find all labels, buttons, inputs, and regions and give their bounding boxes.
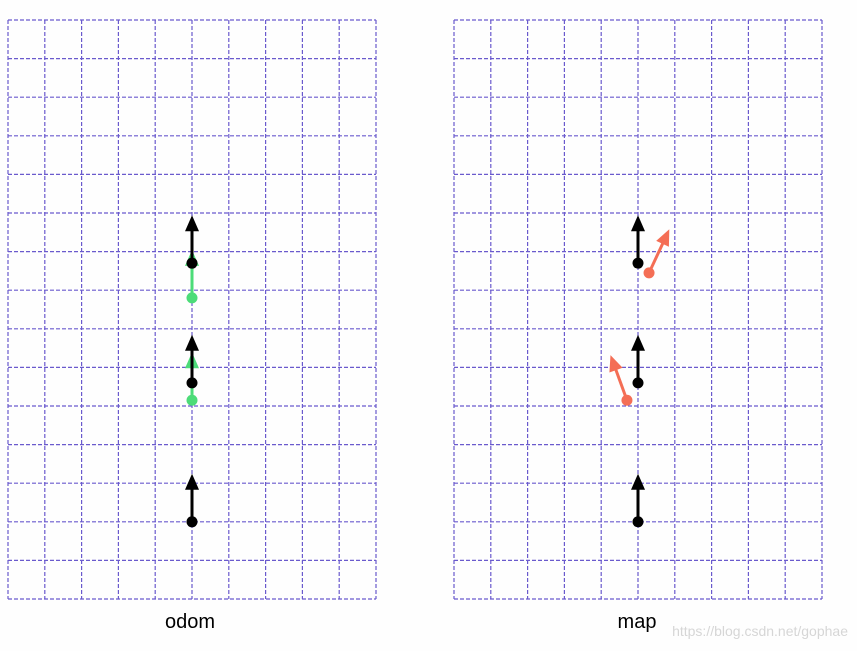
map-poses xyxy=(609,215,670,528)
odom-estimated-pose-arrow-dot xyxy=(186,394,198,406)
map-robot-pose-arrow-head xyxy=(631,334,645,351)
map-panel-label: map xyxy=(618,611,657,633)
odom-robot-pose-arrow-dot xyxy=(186,377,198,389)
odom-robot-pose-arrow xyxy=(185,334,199,389)
odom-estimated-pose-arrow-dot xyxy=(186,292,198,304)
map-robot-pose-arrow xyxy=(631,215,645,269)
odom-robot-pose-arrow-head xyxy=(185,473,199,490)
map-robot-pose-arrow-head xyxy=(631,215,645,232)
map-estimated-pose-arrow-head xyxy=(609,355,623,373)
map-grid xyxy=(453,19,823,600)
odom-robot-pose-arrow xyxy=(185,473,199,528)
map-robot-pose-arrow-dot xyxy=(632,377,644,389)
map-estimated-pose-arrow-head xyxy=(656,229,670,247)
odom-poses xyxy=(185,215,199,528)
map-estimated-pose-arrow-shaft xyxy=(647,238,666,275)
map-robot-pose-arrow-dot xyxy=(632,516,644,528)
map-estimated-pose-arrow xyxy=(609,355,633,406)
map-robot-pose-arrow-head xyxy=(631,473,645,490)
odom-robot-pose-arrow-head xyxy=(185,334,199,351)
odom-robot-pose-arrow-dot xyxy=(186,516,198,528)
map-estimated-pose-arrow-dot xyxy=(643,267,655,279)
odom-robot-pose-arrow-dot xyxy=(186,257,198,269)
odom-robot-pose-arrow-head xyxy=(185,215,199,232)
odom-panel: odom xyxy=(7,19,377,633)
map-robot-pose-arrow-dot xyxy=(632,257,644,269)
map-estimated-pose-arrow-dot xyxy=(621,394,633,406)
map-estimated-pose-arrow-shaft xyxy=(613,364,629,402)
map-robot-pose-arrow xyxy=(631,334,645,389)
watermark: https://blog.csdn.net/gophae xyxy=(672,623,848,639)
odom-panel-label: odom xyxy=(165,611,215,633)
odom-robot-pose-arrow xyxy=(185,215,199,269)
map-panel: map xyxy=(453,19,823,633)
map-estimated-pose-arrow xyxy=(643,229,670,279)
map-robot-pose-arrow xyxy=(631,473,645,528)
